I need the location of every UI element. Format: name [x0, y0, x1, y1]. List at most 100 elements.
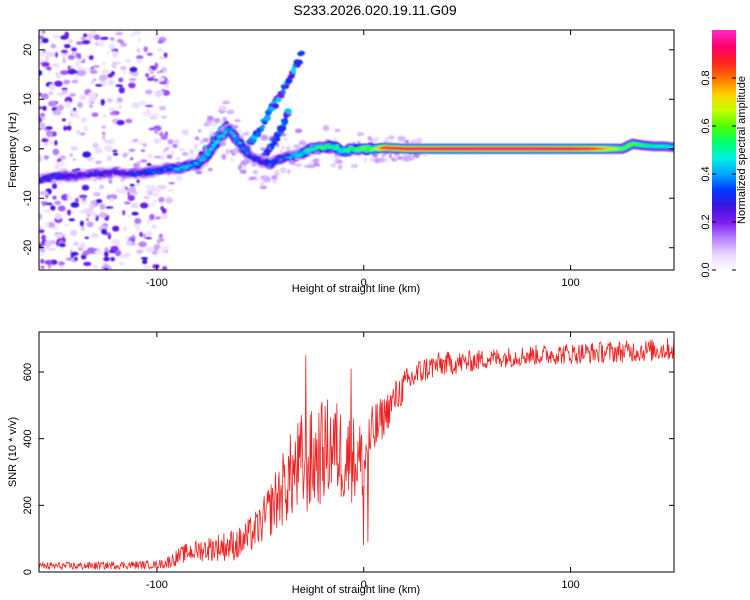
spectrogram-noise-blob [150, 184, 155, 188]
spectrogram-noise-blob [88, 55, 94, 61]
spectrogram-ridge-blob [141, 171, 146, 174]
spectrogram-noise-blob [127, 186, 137, 193]
spectrogram-noise-blob [159, 56, 164, 60]
spectrogram-x-axis-label: Height of straight line (km) [292, 283, 420, 295]
spectrogram-noise-blob [167, 139, 174, 145]
spectrogram-noise-blob [218, 105, 227, 112]
spectrogram-noise-blob [145, 246, 155, 253]
spectrogram-noise-blob [142, 143, 147, 148]
spectrogram-noise-blob [109, 197, 114, 202]
spectrogram-noise-blob [248, 176, 257, 180]
snr-x-tick-label: -100 [146, 579, 168, 591]
spectrogram-noise-blob [90, 233, 100, 239]
spectrogram-noise-blob [102, 114, 107, 118]
spectrogram-noise-blob [76, 66, 86, 71]
spectrogram-noise-blob [101, 125, 107, 129]
spectrogram-noise-blob [67, 209, 71, 216]
spectrogram-noise-blob [61, 118, 66, 122]
spectrogram-noise-blob [102, 61, 106, 66]
spectrogram-noise-blob [44, 141, 49, 146]
spectrogram-ridge-blob [39, 179, 43, 183]
spectrogram-noise-blob [90, 80, 95, 84]
spectrogram-noise-blob [41, 116, 46, 121]
spectrogram-noise-blob [260, 175, 268, 181]
spectrogram-noise-blob [139, 202, 149, 209]
spectrogram-noise-blob [48, 100, 57, 107]
spectrogram-noise-blob [90, 66, 95, 70]
spectrogram-noise-blob [48, 83, 56, 91]
spectrogram-ridge-blob [273, 159, 278, 163]
spectrogram-noise-blob [376, 159, 381, 163]
spectrogram-noise-blob [80, 36, 86, 41]
spectrogram-ridge-blob [247, 152, 252, 156]
spectrogram-ridge-blob [148, 170, 153, 173]
spectrogram-noise-blob [416, 137, 423, 143]
spectrogram-noise-blob [44, 240, 53, 247]
spectrogram-noise-blob [70, 146, 79, 151]
spectrogram-noise-blob [293, 163, 302, 167]
spectrogram-branch-blob [263, 114, 271, 122]
spectrogram-noise-blob [136, 179, 140, 184]
spectrogram-noise-blob [153, 200, 158, 203]
spectrogram-branch-blob [275, 135, 281, 142]
spectrogram-noise-blob [130, 202, 139, 209]
spectrogram-noise-blob [136, 249, 144, 254]
spectrogram-noise-blob [93, 34, 101, 41]
spectrogram-ridge-blob [230, 132, 235, 135]
spectrogram-noise-blob [109, 37, 115, 41]
spectrogram-noise-blob [70, 251, 79, 256]
spectrogram-noise-blob [388, 153, 393, 159]
spectrogram-noise-blob [128, 148, 136, 152]
spectrogram-noise-blob [143, 46, 148, 53]
spectrogram-noise-blob [294, 128, 303, 134]
spectrogram-noise-blob [40, 265, 45, 269]
spectrogram-noise-blob [188, 155, 197, 160]
spectrogram-noise-blob [80, 201, 88, 205]
spectrogram-noise-blob [167, 189, 174, 192]
spectrogram-noise-blob [254, 175, 259, 182]
spectrogram-noise-blob [298, 140, 307, 146]
spectrogram-noise-blob [69, 229, 78, 236]
spectrogram-noise-blob [132, 138, 139, 142]
spectrogram-noise-blob [92, 212, 97, 219]
spectrogram-noise-blob [159, 184, 167, 190]
spectrogram-noise-blob [115, 84, 123, 87]
spectrogram-noise-blob [146, 218, 151, 225]
spectrogram-noise-blob [74, 60, 81, 67]
snr-x-axis-label: Height of straight line (km) [292, 584, 420, 596]
spectrogram-noise-blob [259, 185, 268, 190]
spectrogram-noise-blob [154, 62, 159, 70]
spectrogram-noise-blob [136, 55, 144, 60]
spectrogram-noise-blob [68, 93, 77, 97]
spectrogram-noise-blob [62, 56, 67, 64]
spectrogram-noise-blob [143, 196, 150, 199]
spectrogram-ridge-blob [301, 152, 306, 155]
spectrogram-ridge-blob [213, 141, 218, 145]
spectrogram-noise-blob [61, 87, 68, 91]
spectrogram-noise-blob [125, 59, 132, 63]
snr-y-tick-label: 200 [22, 496, 34, 514]
spectrogram-noise-blob [125, 236, 130, 239]
spectrogram-noise-blob [145, 236, 153, 240]
spectrogram-ridge-blob [46, 175, 51, 178]
spectrogram-noise-blob [88, 91, 97, 99]
snr-panel: -100 0 100 0 200 400 600 Height of straight li… [7, 331, 675, 596]
spectrogram-noise-blob [116, 119, 125, 126]
spectrogram-noise-blob [44, 222, 50, 228]
spectrogram-noise-blob [125, 240, 133, 245]
spectrogram-noise-blob [52, 195, 57, 200]
spectrogram-noise-blob [195, 170, 203, 175]
spectrogram-noise-blob [101, 82, 106, 86]
spectrogram-ridge-blob [335, 145, 339, 148]
spectrogram-noise-blob [140, 159, 148, 163]
spectrogram-noise-blob [135, 58, 143, 64]
spectrogram-noise-blob [95, 199, 103, 204]
spectrogram-noise-blob [44, 51, 53, 55]
spectrogram-noise-blob [292, 144, 300, 148]
spectrogram-noise-blob [309, 160, 314, 165]
spectrogram-noise-blob [202, 137, 210, 143]
spectrogram-noise-blob [39, 226, 43, 230]
spectrogram-noise-blob [307, 165, 316, 169]
spectrogram-noise-blob [94, 249, 102, 256]
spectrogram-branch-blob [295, 59, 303, 65]
